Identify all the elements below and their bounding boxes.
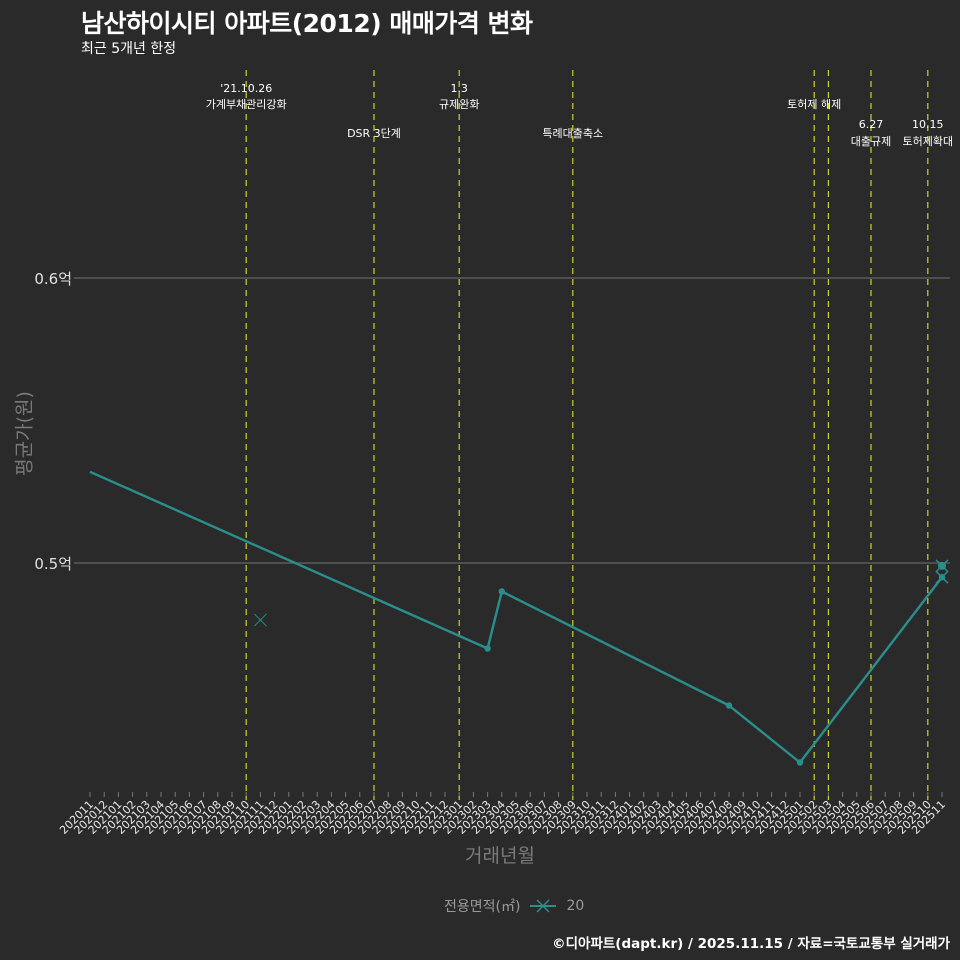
data-point	[725, 702, 733, 709]
legend: 전용면적(㎡) 20	[444, 896, 584, 916]
footer-credit: ©디아파트(dapt.kr) / 2025.11.15 / 자료=국토교통부 실…	[552, 936, 950, 952]
chart-title: 남산하이시티 아파트(2012) 매매가격 변화	[81, 9, 533, 38]
series-line	[89, 470, 943, 764]
cross-marker-icon	[935, 559, 949, 573]
y-tick-label: 0.5억	[34, 555, 72, 573]
event-date-label: 6.27	[859, 118, 884, 131]
event-date-label: 1.3	[450, 82, 468, 95]
x-axis-title: 거래년월	[465, 845, 535, 867]
event-label: 규제완화	[439, 98, 479, 111]
cross-marker-icon	[254, 613, 267, 627]
legend-item-label: 20	[566, 898, 585, 914]
event-date-label: 10.15	[912, 118, 944, 131]
event-label: 토허제 해제	[787, 97, 841, 111]
legend-key-cross-icon	[528, 898, 558, 914]
data-point	[498, 588, 505, 595]
event-date-label: '21.10.26	[220, 82, 272, 95]
event-label: 대출규제	[851, 135, 891, 148]
y-axis-title: 평균가(원)	[13, 391, 36, 476]
event-label: DSR 3단계	[347, 127, 401, 140]
y-tick-label: 0.6억	[34, 270, 72, 288]
event-label: 가계부채관리강화	[206, 98, 287, 111]
cross-marker-icon	[935, 570, 949, 584]
data-point	[796, 759, 804, 766]
data-point	[484, 645, 491, 652]
event-label: 특례대출축소	[542, 127, 603, 140]
event-label: 토허제확대	[902, 135, 953, 148]
chart-subtitle: 최근 5개년 한정	[81, 41, 177, 57]
legend-title: 전용면적(㎡)	[444, 899, 521, 915]
